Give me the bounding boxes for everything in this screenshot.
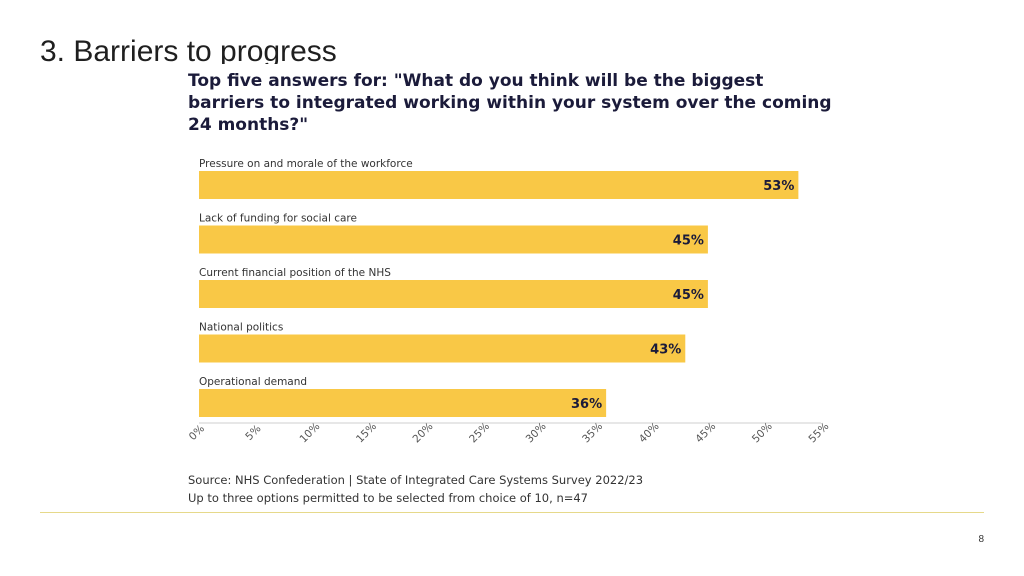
category-label: Pressure on and morale of the workforce — [199, 158, 413, 170]
sample-note: Up to three options permitted to be sele… — [188, 491, 588, 505]
data-label: 36% — [571, 397, 602, 412]
x-tick-label: 25% — [467, 420, 492, 445]
category-label: National politics — [199, 322, 283, 334]
bar — [199, 225, 708, 254]
data-label: 45% — [673, 234, 704, 249]
footer-divider — [40, 512, 984, 513]
x-tick-label: 0% — [187, 423, 207, 443]
x-tick-label: 35% — [580, 420, 605, 445]
x-tick-label: 20% — [411, 420, 436, 445]
x-tick-label: 50% — [750, 420, 775, 445]
bar-chart: Pressure on and morale of the workforce 5… — [187, 158, 832, 445]
page-number: 8 — [978, 534, 984, 545]
x-tick-label: 40% — [637, 420, 662, 445]
x-tick-label: 45% — [693, 420, 718, 445]
chart-title: Top five answers for: "What do you think… — [188, 71, 832, 135]
category-label: Operational demand — [199, 376, 307, 388]
x-tick-label: 10% — [297, 420, 322, 445]
data-label: 53% — [763, 179, 794, 194]
x-tick-label: 5% — [243, 423, 263, 443]
x-tick-label: 15% — [354, 420, 379, 445]
data-label: 43% — [650, 343, 681, 358]
source-note: Source: NHS Confederation | State of Int… — [188, 473, 644, 487]
bar — [199, 389, 607, 417]
bar — [199, 171, 799, 199]
bar — [199, 280, 708, 308]
bar — [199, 334, 686, 363]
data-label: 45% — [673, 288, 704, 303]
x-tick-label: 55% — [806, 420, 831, 445]
category-label: Current financial position of the NHS — [199, 267, 391, 279]
category-label: Lack of funding for social care — [199, 213, 357, 225]
slide-title: 3. Barriers to progress — [40, 35, 337, 64]
x-tick-label: 30% — [524, 420, 549, 445]
